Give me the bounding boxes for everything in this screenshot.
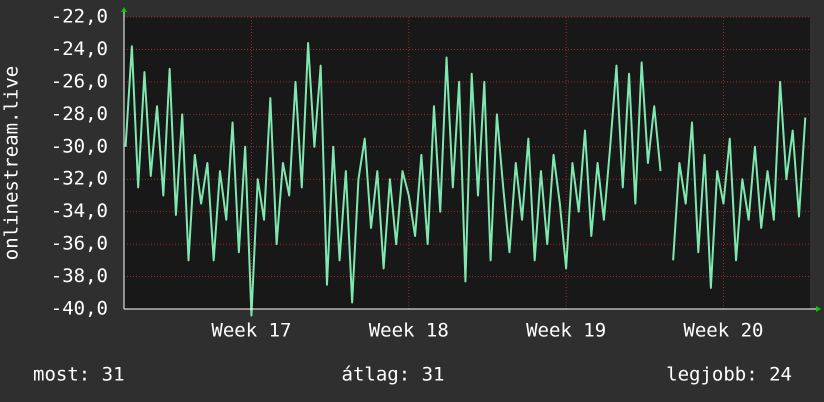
data-line bbox=[124, 41, 807, 317]
plot-area bbox=[124, 17, 810, 309]
x-tick-label: Week 20 bbox=[683, 320, 763, 342]
summary-average: átlag: 31 bbox=[342, 364, 445, 386]
y-tick-label: -40,0 bbox=[51, 298, 108, 320]
y-tick-label: -24,0 bbox=[51, 38, 108, 60]
x-tick-label: Week 18 bbox=[369, 320, 449, 342]
y-tick-label: -32,0 bbox=[51, 168, 108, 190]
x-axis-arrow bbox=[816, 306, 821, 312]
y-tick-label: -30,0 bbox=[51, 135, 108, 157]
y-tick-label: -38,0 bbox=[51, 265, 108, 287]
y-axis-arrow bbox=[121, 7, 127, 12]
summary-best: legjobb: 24 bbox=[666, 364, 792, 386]
y-tick-label: -28,0 bbox=[51, 103, 108, 125]
y-tick-label: -26,0 bbox=[51, 70, 108, 92]
y-tick-label: -22,0 bbox=[51, 6, 108, 28]
x-tick-label: Week 19 bbox=[526, 320, 606, 342]
marks bbox=[124, 41, 807, 317]
y-tick-label: -34,0 bbox=[51, 200, 108, 222]
summary-current: most: 31 bbox=[33, 364, 125, 386]
y-tick-label: -36,0 bbox=[51, 233, 108, 255]
y-axis-label: onlinestream.live bbox=[1, 66, 23, 260]
x-tick-label: Week 17 bbox=[211, 320, 291, 342]
